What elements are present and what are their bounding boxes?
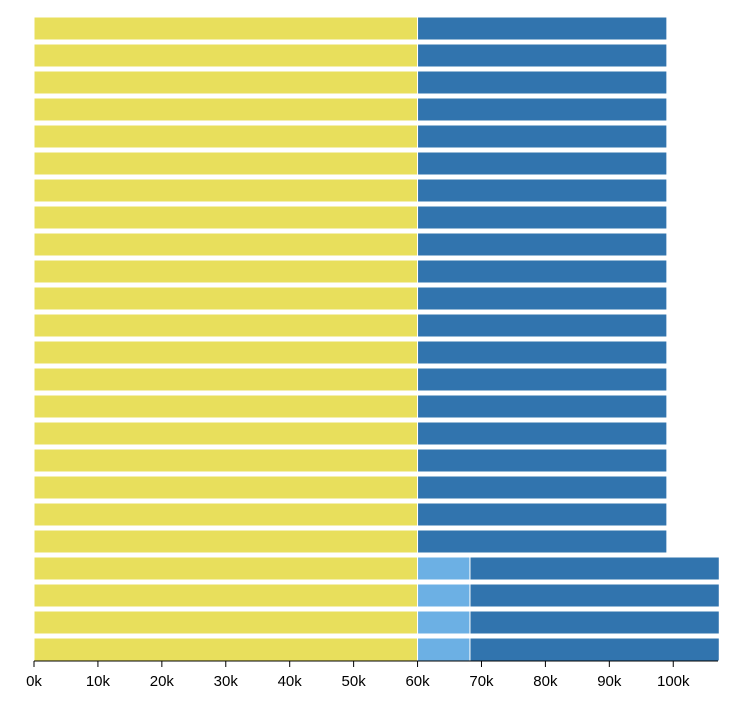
x-tick-label: 10k <box>86 673 111 690</box>
bar-segment-row-13-series-1 <box>33 340 419 365</box>
x-tick-label: 50k <box>342 673 367 690</box>
bar-segment-row-23-series-1 <box>33 610 419 635</box>
bar-segment-row-8-series-3 <box>417 205 668 230</box>
bar-segment-row-23-series-2 <box>417 610 471 635</box>
bar-segment-row-4-series-1 <box>33 97 419 122</box>
bar-segment-row-21-series-2 <box>417 556 471 581</box>
bar-segment-row-6-series-3 <box>417 151 668 176</box>
bar-segment-row-3-series-1 <box>33 70 419 95</box>
bar-segment-row-15-series-3 <box>417 394 668 419</box>
x-tick-label: 20k <box>150 673 175 690</box>
bar-segment-row-17-series-3 <box>417 448 668 473</box>
bar-segment-row-5-series-1 <box>33 124 419 149</box>
bars-group <box>33 16 720 662</box>
bar-segment-row-15-series-1 <box>33 394 419 419</box>
x-axis: 0k 10k 20k 30k 40k 50k 60k 70k 80k 90k 100k <box>26 661 690 690</box>
bar-segment-row-8-series-1 <box>33 205 419 230</box>
bar-segment-row-7-series-3 <box>417 178 668 203</box>
x-tick-label: 40k <box>278 673 303 690</box>
bar-segment-row-12-series-3 <box>417 313 668 338</box>
bar-segment-row-17-series-1 <box>33 448 419 473</box>
bar-segment-row-23-series-3 <box>469 610 720 635</box>
bar-segment-row-14-series-3 <box>417 367 668 392</box>
bar-segment-row-16-series-3 <box>417 421 668 446</box>
x-tick-label: 100k <box>657 673 690 690</box>
bar-segment-row-13-series-3 <box>417 340 668 365</box>
bar-segment-row-22-series-1 <box>33 583 419 608</box>
bar-segment-row-18-series-1 <box>33 475 419 500</box>
bar-segment-row-24-series-3 <box>469 637 720 662</box>
bar-segment-row-1-series-1 <box>33 16 419 41</box>
bar-segment-row-19-series-1 <box>33 502 419 527</box>
bar-segment-row-10-series-1 <box>33 259 419 284</box>
bar-segment-row-9-series-1 <box>33 232 419 257</box>
bar-segment-row-9-series-3 <box>417 232 668 257</box>
bar-segment-row-11-series-3 <box>417 286 668 311</box>
bar-segment-row-4-series-3 <box>417 97 668 122</box>
bar-segment-row-18-series-3 <box>417 475 668 500</box>
bar-segment-row-20-series-3 <box>417 529 668 554</box>
bar-segment-row-22-series-2 <box>417 583 471 608</box>
bar-segment-row-14-series-1 <box>33 367 419 392</box>
x-tick-label: 70k <box>469 673 494 690</box>
x-tick-label: 30k <box>214 673 239 690</box>
x-tick-label: 60k <box>405 673 430 690</box>
bar-segment-row-7-series-1 <box>33 178 419 203</box>
x-tick-label: 80k <box>533 673 558 690</box>
bar-segment-row-24-series-1 <box>33 637 419 662</box>
bar-segment-row-20-series-1 <box>33 529 419 554</box>
bar-segment-row-5-series-3 <box>417 124 668 149</box>
bar-segment-row-12-series-1 <box>33 313 419 338</box>
bar-segment-row-2-series-1 <box>33 43 419 68</box>
bar-segment-row-19-series-3 <box>417 502 668 527</box>
bar-segment-row-22-series-3 <box>469 583 720 608</box>
bar-segment-row-21-series-1 <box>33 556 419 581</box>
bar-segment-row-21-series-3 <box>469 556 720 581</box>
bar-segment-row-1-series-3 <box>417 16 668 41</box>
bar-segment-row-11-series-1 <box>33 286 419 311</box>
bar-segment-row-24-series-2 <box>417 637 471 662</box>
x-tick-label: 0k <box>26 673 42 690</box>
bar-segment-row-10-series-3 <box>417 259 668 284</box>
bar-segment-row-6-series-1 <box>33 151 419 176</box>
x-tick-label: 90k <box>597 673 622 690</box>
bar-segment-row-16-series-1 <box>33 421 419 446</box>
bar-segment-row-2-series-3 <box>417 43 668 68</box>
bar-segment-row-3-series-3 <box>417 70 668 95</box>
